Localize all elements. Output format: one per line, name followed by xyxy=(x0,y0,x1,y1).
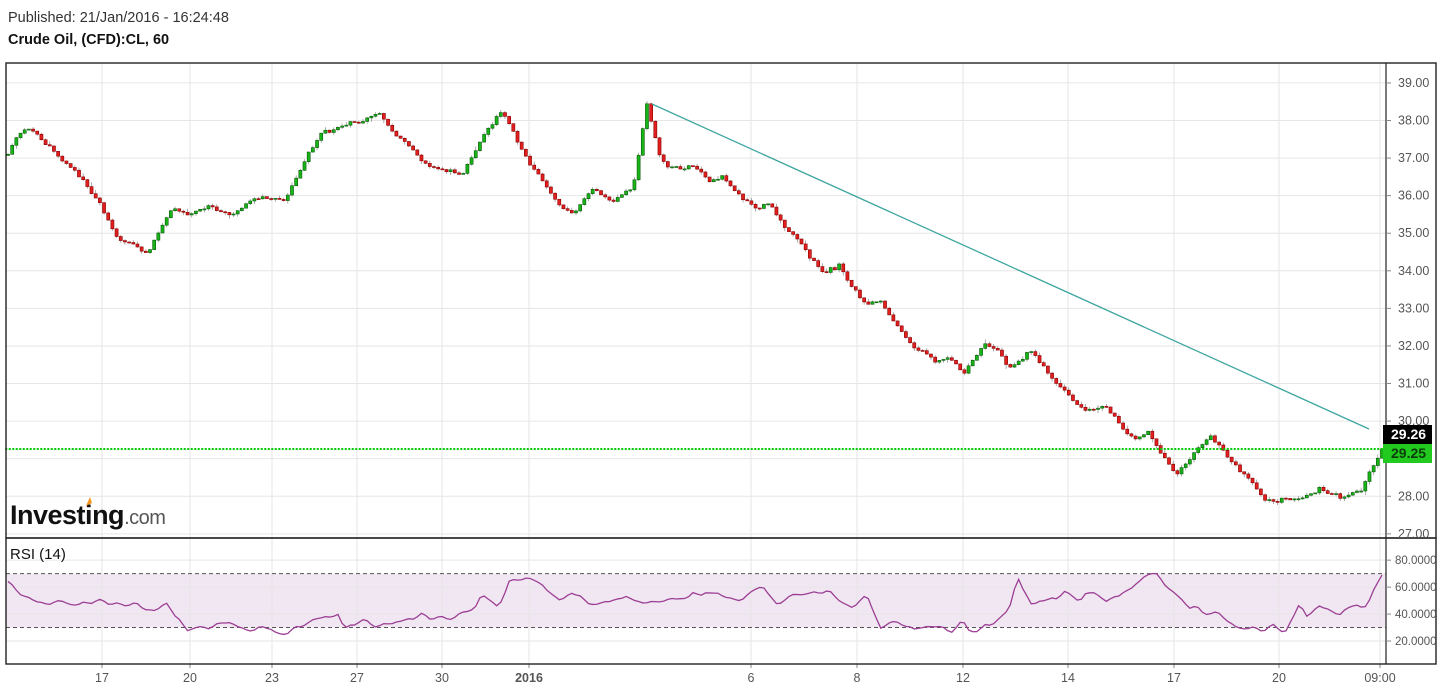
svg-text:20: 20 xyxy=(1272,671,1286,685)
svg-text:20: 20 xyxy=(183,671,197,685)
svg-text:38.00: 38.00 xyxy=(1398,114,1429,128)
svg-text:23: 23 xyxy=(265,671,279,685)
svg-text:17: 17 xyxy=(95,671,109,685)
svg-text:37.00: 37.00 xyxy=(1398,151,1429,165)
svg-text:36.00: 36.00 xyxy=(1398,189,1429,203)
svg-text:6: 6 xyxy=(748,671,755,685)
svg-text:80.0000: 80.0000 xyxy=(1395,555,1437,567)
svg-text:27.00: 27.00 xyxy=(1398,527,1429,541)
svg-text:32.00: 32.00 xyxy=(1398,339,1429,353)
svg-text:33.00: 33.00 xyxy=(1398,301,1429,315)
svg-text:27: 27 xyxy=(350,671,364,685)
svg-text:17: 17 xyxy=(1167,671,1181,685)
svg-text:14: 14 xyxy=(1061,671,1075,685)
svg-text:28.00: 28.00 xyxy=(1398,489,1429,503)
svg-text:40.0000: 40.0000 xyxy=(1395,609,1437,621)
svg-text:35.00: 35.00 xyxy=(1398,226,1429,240)
svg-text:31.00: 31.00 xyxy=(1398,377,1429,391)
svg-text:12: 12 xyxy=(956,671,970,685)
svg-text:39.00: 39.00 xyxy=(1398,76,1429,90)
svg-text:20.0000: 20.0000 xyxy=(1395,636,1437,648)
svg-text:09:00: 09:00 xyxy=(1364,671,1395,685)
svg-text:8: 8 xyxy=(854,671,861,685)
svg-text:2016: 2016 xyxy=(515,671,543,685)
svg-text:30: 30 xyxy=(435,671,449,685)
svg-text:60.0000: 60.0000 xyxy=(1395,582,1437,594)
svg-text:34.00: 34.00 xyxy=(1398,264,1429,278)
